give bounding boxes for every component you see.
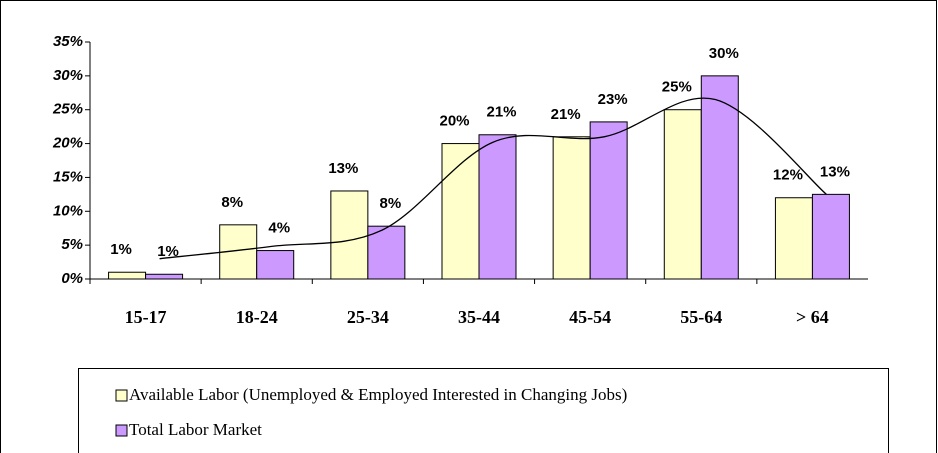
data-label: 21% bbox=[551, 106, 581, 123]
data-label: 20% bbox=[439, 113, 469, 130]
bar bbox=[145, 273, 184, 280]
x-tick-label: 25-34 bbox=[347, 307, 389, 327]
x-tick-label: 18-24 bbox=[236, 307, 278, 327]
data-label: 21% bbox=[486, 104, 516, 121]
legend-box bbox=[78, 368, 889, 453]
y-tick-label: 35% bbox=[53, 33, 83, 50]
bar bbox=[774, 197, 813, 280]
bar bbox=[589, 121, 628, 280]
bar bbox=[367, 225, 406, 280]
data-label: 4% bbox=[268, 220, 290, 237]
x-tick-label: 35-44 bbox=[458, 307, 500, 327]
data-label: 8% bbox=[221, 194, 243, 211]
legend-label: Available Labor (Unemployed & Employed I… bbox=[129, 385, 627, 404]
y-tick-label: 15% bbox=[53, 168, 83, 185]
data-label: 30% bbox=[709, 45, 739, 62]
data-label: 25% bbox=[662, 79, 692, 96]
bar bbox=[330, 190, 369, 280]
data-label: 1% bbox=[157, 243, 179, 260]
bar bbox=[811, 193, 850, 280]
data-label: 12% bbox=[773, 167, 803, 184]
data-label: 23% bbox=[598, 91, 628, 108]
legend-label: Total Labor Market bbox=[129, 420, 262, 439]
bar bbox=[663, 109, 702, 280]
data-label: 1% bbox=[110, 241, 132, 258]
x-tick-label: 15-17 bbox=[125, 307, 167, 327]
data-label: 8% bbox=[380, 195, 402, 212]
y-tick-label: 30% bbox=[53, 67, 83, 84]
y-tick-label: 5% bbox=[61, 236, 83, 253]
legend-swatch bbox=[115, 389, 128, 402]
bar bbox=[478, 134, 517, 280]
trend-line bbox=[159, 97, 827, 260]
y-tick-label: 10% bbox=[53, 202, 83, 219]
x-tick-label: 55-64 bbox=[680, 307, 722, 327]
bar bbox=[552, 136, 591, 280]
bar bbox=[108, 271, 147, 280]
bar bbox=[256, 250, 295, 280]
y-tick-label: 0% bbox=[61, 270, 83, 287]
y-tick-label: 25% bbox=[52, 101, 83, 118]
data-label: 13% bbox=[820, 163, 850, 180]
y-tick-label: 20% bbox=[52, 135, 83, 152]
legend-swatch bbox=[115, 424, 128, 437]
bar bbox=[700, 75, 739, 280]
x-tick-label: > 64 bbox=[796, 307, 829, 327]
data-label: 13% bbox=[328, 160, 358, 177]
x-tick-label: 45-54 bbox=[569, 307, 611, 327]
